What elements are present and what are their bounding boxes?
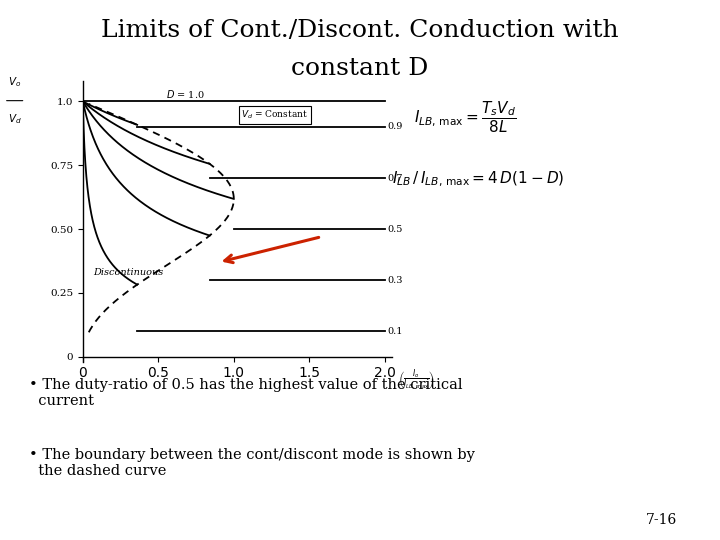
- Text: 0.5: 0.5: [388, 225, 403, 234]
- Text: Discontinuous: Discontinuous: [94, 268, 163, 277]
- Text: 0.7: 0.7: [388, 173, 403, 183]
- Text: 0.9: 0.9: [388, 123, 403, 131]
- Text: Limits of Cont./Discont. Conduction with: Limits of Cont./Discont. Conduction with: [102, 19, 618, 42]
- Text: 7-16: 7-16: [646, 512, 677, 526]
- Text: • The boundary between the cont/discont mode is shown by
  the dashed curve: • The boundary between the cont/discont …: [29, 448, 474, 478]
- Text: $V_d$ = Constant: $V_d$ = Constant: [241, 109, 308, 121]
- Text: $I_{LB,\,\mathrm{max}} = \dfrac{T_s V_d}{8L}$: $I_{LB,\,\mathrm{max}} = \dfrac{T_s V_d}…: [414, 100, 516, 136]
- Text: $I_{LB}\,/\,I_{LB,\,\mathrm{max}} = 4\,D(1-D)$: $I_{LB}\,/\,I_{LB,\,\mathrm{max}} = 4\,D…: [392, 170, 564, 190]
- Text: $\left(\dfrac{I_o}{I_{LB,\,\max}}\right)$: $\left(\dfrac{I_o}{I_{LB,\,\max}}\right)…: [398, 367, 436, 390]
- Text: $D$ = 1.0: $D$ = 1.0: [166, 87, 204, 99]
- Text: $V_o$: $V_o$: [8, 76, 22, 90]
- Text: 0.1: 0.1: [388, 327, 403, 336]
- Text: • The duty-ratio of 0.5 has the highest value of the critical
  current: • The duty-ratio of 0.5 has the highest …: [29, 378, 462, 408]
- Text: $V_d$: $V_d$: [8, 112, 22, 126]
- Text: 0.3: 0.3: [388, 275, 403, 285]
- Text: constant D: constant D: [292, 57, 428, 80]
